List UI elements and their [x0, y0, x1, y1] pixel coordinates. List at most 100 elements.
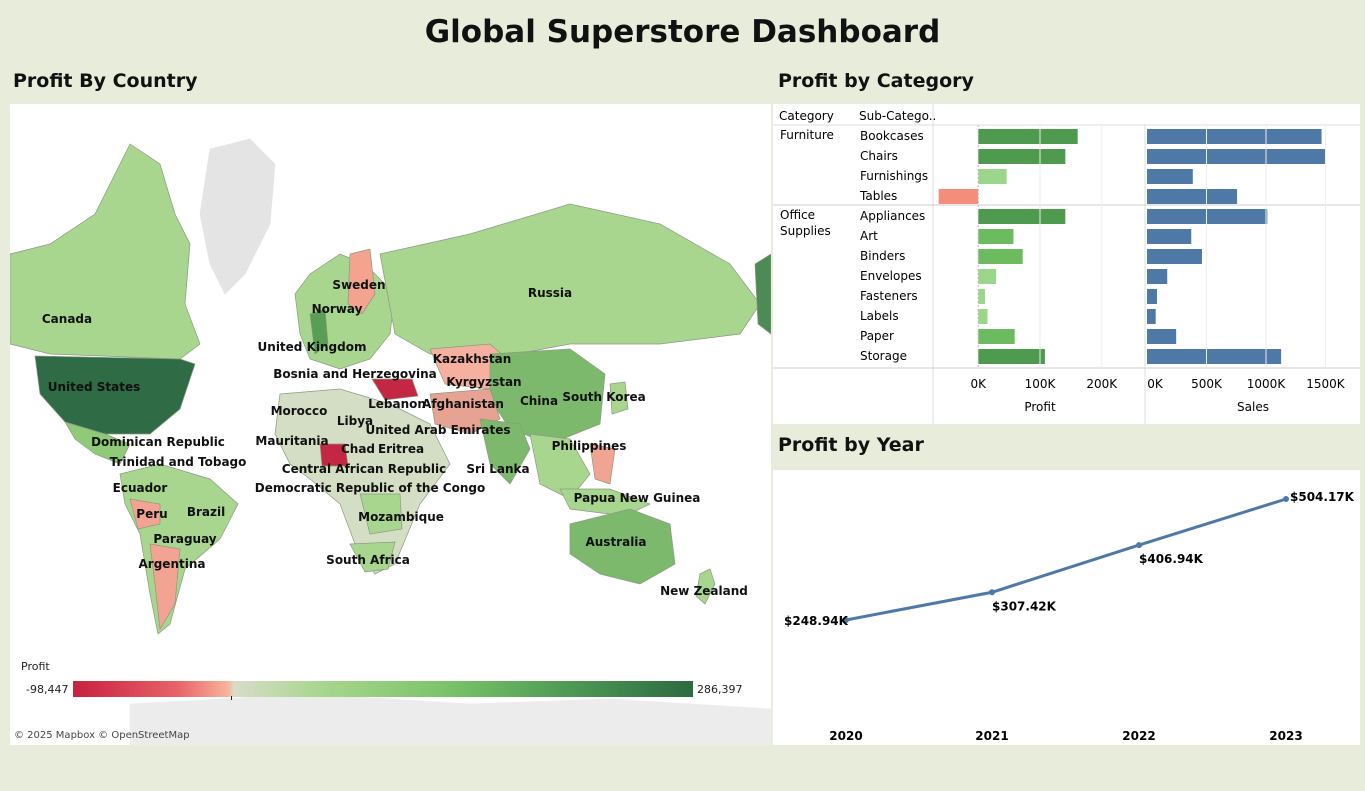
country-label-united-arab-emirates: United Arab Emirates — [366, 423, 511, 437]
category-bar-chart[interactable]: Category Sub-Catego.. Profit Sales Furni… — [773, 104, 1360, 424]
profit-trend-line[interactable] — [845, 497, 1287, 622]
sales-bar-tables[interactable] — [1147, 189, 1238, 204]
country-label-united-states: United States — [48, 380, 141, 394]
sales-bar-envelopes[interactable] — [1147, 269, 1168, 284]
country-label-brazil: Brazil — [187, 505, 225, 519]
profit-bar-chairs[interactable] — [978, 149, 1066, 164]
profit-bar-labels[interactable] — [978, 309, 988, 324]
subcategory-label-envelopes: Envelopes — [860, 269, 922, 283]
country-label-morocco: Morocco — [271, 404, 328, 418]
year-value-label: $307.42K — [992, 599, 1057, 613]
country-label-central-african-republic: Central African Republic — [282, 462, 446, 476]
year-section-title: Profit by Year — [778, 434, 924, 456]
country-label-chad: Chad — [341, 442, 375, 456]
year-axis-label: 2021 — [975, 729, 1008, 743]
profit-bar-tables[interactable] — [938, 189, 979, 204]
year-point-2021[interactable] — [989, 589, 995, 596]
profit-axis-title: Profit — [1024, 400, 1056, 414]
sales-bar-labels[interactable] — [1147, 309, 1156, 324]
subcategory-column-header: Sub-Catego.. — [859, 109, 936, 123]
sales-bar-art[interactable] — [1147, 229, 1192, 244]
profit-bar-binders[interactable] — [978, 249, 1023, 264]
country-label-paraguay: Paraguay — [153, 532, 216, 546]
country-label-afghanistan: Afghanistan — [422, 397, 504, 411]
subcategory-label-tables: Tables — [859, 189, 897, 203]
subcategory-label-appliances: Appliances — [860, 209, 925, 223]
legend-title: Profit — [21, 660, 50, 673]
subcategory-label-chairs: Chairs — [860, 149, 898, 163]
sales-bar-appliances[interactable] — [1147, 209, 1268, 224]
profit-tick-label: 100K — [1025, 377, 1057, 391]
country-label-ecuador: Ecuador — [113, 481, 168, 495]
dashboard-title: Global Superstore Dashboard — [424, 14, 941, 50]
country-label-mauritania: Mauritania — [255, 434, 328, 448]
country-label-sri-lanka: Sri Lanka — [466, 462, 529, 476]
profit-bar-envelopes[interactable] — [978, 269, 997, 284]
legend-max-value: 286,397 — [697, 683, 743, 696]
profit-by-year-line-chart[interactable]: $248.94K 2020 $307.42K 2021 $406.94K 2022 $504… — [773, 470, 1360, 745]
profit-bar-bookcases[interactable] — [978, 129, 1078, 144]
country-label-bosnia-and-herzegovina: Bosnia and Herzegovina — [273, 367, 437, 381]
category-label-office-supplies: Office — [780, 208, 815, 222]
year-axis-label: 2020 — [829, 729, 862, 743]
world-map[interactable]: Canada United States Sweden Norway Russia Uni… — [10, 104, 771, 745]
year-axis-label: 2023 — [1269, 729, 1302, 743]
profit-bar-storage[interactable] — [978, 349, 1045, 364]
map-section-title: Profit By Country — [13, 70, 198, 92]
country-label-norway: Norway — [312, 302, 363, 316]
sales-bar-fasteners[interactable] — [1147, 289, 1157, 304]
country-label-south-africa: South Africa — [326, 553, 410, 567]
sales-axis-title: Sales — [1237, 400, 1269, 414]
year-point-2022[interactable] — [1136, 542, 1142, 549]
year-value-label: $504.17K — [1290, 490, 1355, 504]
category-section-title: Profit by Category — [778, 70, 974, 92]
sales-bar-paper[interactable] — [1147, 329, 1177, 344]
sales-bar-bookcases[interactable] — [1147, 129, 1322, 144]
country-label-peru: Peru — [136, 507, 167, 521]
country-label-new-zealand: New Zealand — [660, 584, 748, 598]
sales-bar-storage[interactable] — [1147, 349, 1282, 364]
sales-bar-furnishings[interactable] — [1147, 169, 1193, 184]
sales-bar-binders[interactable] — [1147, 249, 1202, 264]
category-column-header: Category — [779, 109, 834, 123]
country-label-libya: Libya — [337, 414, 373, 428]
year-point-2020[interactable] — [843, 617, 849, 623]
country-label-argentina: Argentina — [139, 557, 206, 571]
subcategory-label-binders: Binders — [860, 249, 905, 263]
country-label-united-kingdom: United Kingdom — [258, 340, 367, 354]
profit-bar-paper[interactable] — [978, 329, 1015, 344]
country-label-south-korea: South Korea — [562, 390, 645, 404]
subcategory-label-bookcases: Bookcases — [860, 129, 924, 143]
sales-tick-label: 0K — [1147, 377, 1164, 391]
profit-map[interactable]: Canada United States Sweden Norway Russia Uni… — [10, 104, 771, 745]
profit-color-legend — [73, 681, 693, 697]
country-label-sweden: Sweden — [332, 278, 385, 292]
country-label-democratic-republic-of-the-congo: Democratic Republic of the Congo — [255, 481, 485, 495]
country-label-lebanon: Lebanon — [368, 397, 426, 411]
country-label-mozambique: Mozambique — [358, 510, 444, 524]
country-label-china: China — [520, 394, 558, 408]
profit-bar-furnishings[interactable] — [978, 169, 1007, 184]
country-label-kyrgyzstan: Kyrgyzstan — [446, 375, 521, 389]
profit-bar-fasteners[interactable] — [978, 289, 986, 304]
sales-bar-chairs[interactable] — [1147, 149, 1326, 164]
country-label-dominican-republic: Dominican Republic — [91, 435, 225, 449]
country-label-russia: Russia — [528, 286, 572, 300]
category-chart-panel[interactable]: Category Sub-Catego.. Profit Sales Furni… — [773, 104, 1360, 424]
profit-bar-art[interactable] — [978, 229, 1014, 244]
year-point-2023[interactable] — [1283, 496, 1289, 502]
subcategory-label-labels: Labels — [860, 309, 899, 323]
year-chart-panel[interactable]: $248.94K 2020 $307.42K 2021 $406.94K 2022 $504… — [773, 470, 1360, 745]
sales-tick-label: 1500K — [1306, 377, 1346, 391]
profit-tick-label: 200K — [1086, 377, 1118, 391]
sales-tick-label: 500K — [1191, 377, 1223, 391]
country-label-papua-new-guinea: Papua New Guinea — [574, 491, 701, 505]
profit-tick-label: 0K — [970, 377, 987, 391]
map-attribution[interactable]: © 2025 Mapbox © OpenStreetMap — [14, 730, 190, 741]
profit-bar-appliances[interactable] — [978, 209, 1066, 224]
subcategory-label-paper: Paper — [860, 329, 894, 343]
subcategory-label-storage: Storage — [860, 349, 907, 363]
sales-tick-label: 1000K — [1247, 377, 1287, 391]
category-label-office-supplies: Supplies — [780, 224, 831, 238]
year-value-label: $248.94K — [784, 614, 849, 628]
